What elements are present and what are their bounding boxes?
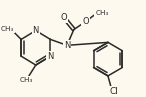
- Text: Cl: Cl: [109, 87, 118, 96]
- Text: O: O: [61, 13, 67, 22]
- Text: CH₃: CH₃: [19, 77, 33, 83]
- Text: CH₃: CH₃: [95, 10, 109, 16]
- Text: N: N: [47, 52, 54, 61]
- Text: CH₃: CH₃: [1, 26, 14, 32]
- Text: N: N: [64, 41, 70, 50]
- Text: O: O: [82, 17, 89, 26]
- Text: N: N: [33, 26, 39, 35]
